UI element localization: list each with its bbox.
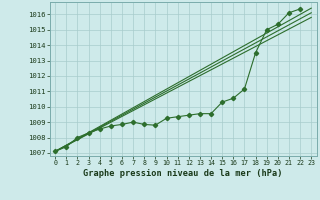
X-axis label: Graphe pression niveau de la mer (hPa): Graphe pression niveau de la mer (hPa): [84, 169, 283, 178]
